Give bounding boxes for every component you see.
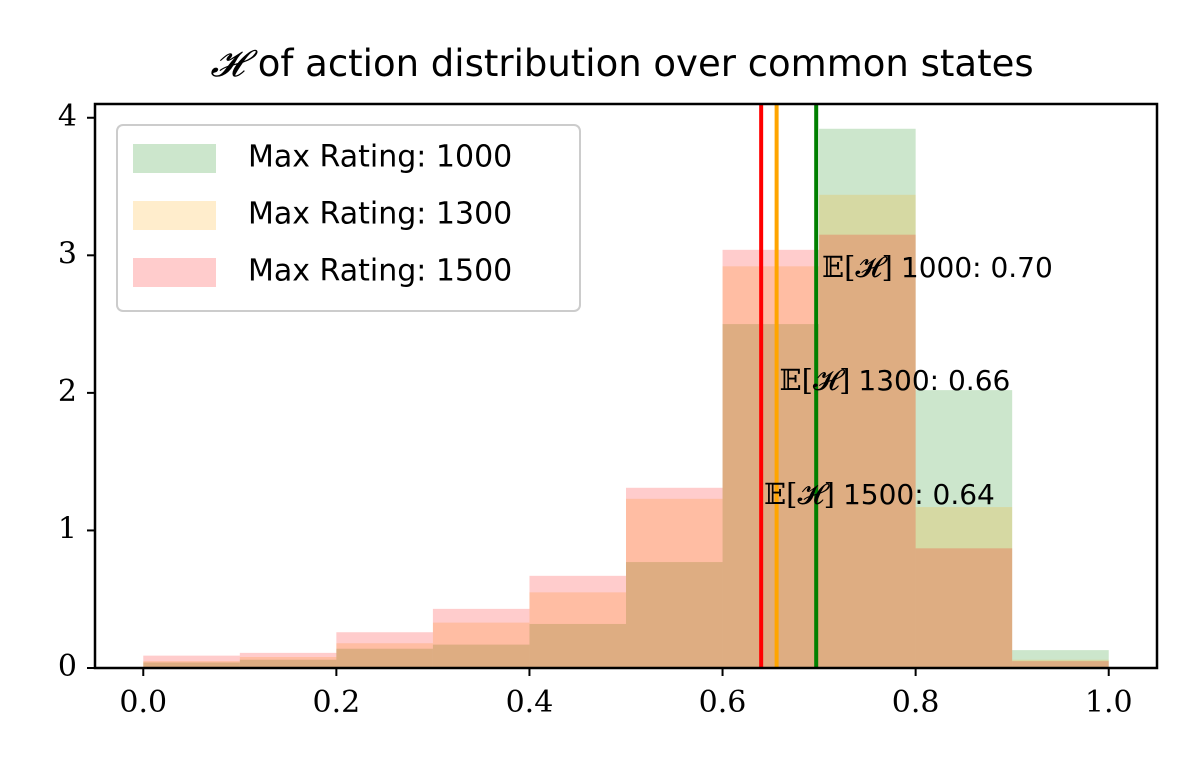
legend-swatch-0	[133, 144, 216, 173]
bar-series-0-bin-5	[626, 562, 723, 668]
axes-frame	[93, 102, 1159, 670]
bar-series-2-bin-1	[239, 652, 337, 668]
histogram-bars	[143, 128, 1109, 669]
legend-label-0: Max Rating: 1000	[248, 140, 512, 175]
legend: Max Rating: 1000 Max Rating: 1300 Max Rati…	[116, 124, 581, 312]
legend-label-1: Max Rating: 1300	[248, 197, 512, 232]
y-tick-label: 0	[58, 649, 77, 684]
bar-series-2-bin-3	[432, 608, 530, 668]
legend-box	[116, 124, 581, 312]
bar-series-2-bin-4	[529, 575, 626, 668]
bar-series-1-bin-1	[239, 656, 337, 668]
bar-series-2-bin-7	[819, 234, 916, 668]
bar-series-1-bin-2	[336, 643, 433, 668]
bar-series-0-bin-0	[143, 662, 240, 668]
bar-series-1-bin-9	[1012, 659, 1109, 668]
mean-annotation-2: 𝔼[𝓗] 1500: 0.64	[764, 477, 995, 511]
bar-series-2-bin-9	[1012, 661, 1109, 668]
x-tick-label: 0.2	[313, 685, 361, 720]
legend-label-2: Max Rating: 1500	[248, 254, 512, 289]
bar-series-0-bin-8	[915, 390, 1013, 668]
bar-series-0-bin-3	[432, 644, 530, 668]
bar-series-2-bin-5	[626, 487, 723, 668]
bar-series-0-bin-2	[336, 648, 433, 668]
chart-title: 𝓗 of action distribution over common sta…	[210, 42, 1033, 85]
bar-series-1-bin-5	[626, 498, 723, 668]
mean-annotation-1: 𝔼[𝓗] 1300: 0.66	[780, 363, 1011, 397]
legend-swatch-1	[133, 201, 216, 230]
title-text: of action distribution over common state…	[258, 42, 1034, 85]
legend-swatch-2	[133, 258, 216, 287]
mean-annotation-0: 𝔼[𝓗] 1000: 0.70	[822, 250, 1053, 284]
bar-series-2-bin-2	[336, 632, 433, 668]
y-axis-ticks: 0 1 2 3 4	[58, 99, 95, 684]
bar-series-0-bin-7	[819, 128, 916, 668]
x-tick-label: 0.8	[892, 685, 940, 720]
bar-series-2-bin-8	[915, 548, 1013, 668]
bar-series-1-bin-0	[143, 661, 240, 668]
y-tick-label: 1	[58, 511, 77, 546]
y-tick-label: 3	[58, 236, 77, 271]
y-tick-label: 2	[58, 374, 77, 409]
x-tick-label: 1.0	[1085, 685, 1133, 720]
title-symbol: 𝓗	[210, 42, 258, 85]
mean-lines	[759, 104, 819, 668]
bar-series-1-bin-4	[529, 592, 626, 668]
bar-series-1-bin-8	[915, 507, 1013, 668]
svg-text:𝓗 of action distributio: 𝓗 of action distribution over common sta…	[210, 42, 1033, 85]
x-tick-label: 0.6	[699, 685, 747, 720]
mean-annotations: 𝔼[𝓗] 1000: 0.70 𝔼[𝓗] 1300: 0.66 𝔼[𝓗] 1500: 0.…	[764, 250, 1053, 511]
bar-series-0-bin-4	[529, 623, 626, 668]
y-tick-label: 4	[58, 99, 77, 134]
bar-series-1-bin-6	[722, 266, 820, 668]
bar-series-0-bin-9	[1012, 650, 1109, 668]
x-axis-ticks: 0.0 0.2 0.4 0.6 0.8 1.0	[119, 668, 1133, 720]
bar-series-0-bin-1	[239, 659, 337, 668]
bar-series-2-bin-0	[143, 655, 240, 668]
bar-series-0-bin-6	[722, 324, 820, 668]
bar-series-1-bin-7	[819, 194, 916, 669]
bar-series-1-bin-3	[432, 622, 530, 668]
x-tick-label: 0.4	[506, 685, 554, 720]
bar-series-2-bin-6	[722, 249, 820, 668]
x-tick-label: 0.0	[119, 685, 167, 720]
